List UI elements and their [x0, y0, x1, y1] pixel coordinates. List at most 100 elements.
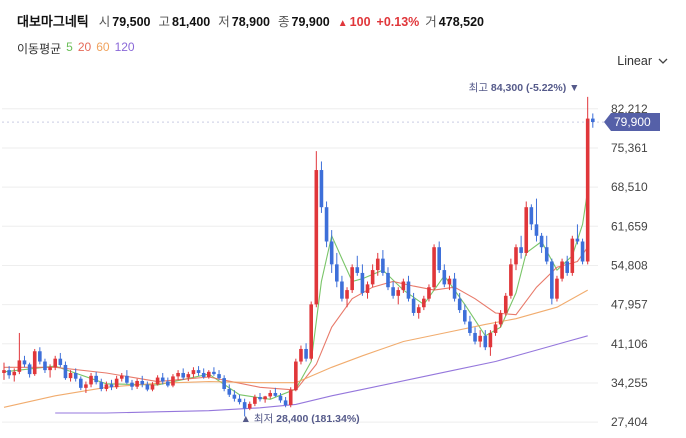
candle-body: [340, 281, 344, 299]
candle-body: [176, 372, 180, 377]
candle-body: [519, 247, 523, 253]
candle-body: [212, 371, 216, 375]
candle-body: [237, 398, 242, 403]
candle-body: [89, 375, 93, 385]
low-annotation: ▲ 최저 28,400 (181.34%): [241, 413, 360, 425]
candle-body: [314, 170, 319, 305]
candle-body: [345, 290, 349, 299]
candle-body: [114, 378, 119, 388]
candle-body: [109, 384, 114, 388]
candle-body: [79, 378, 83, 388]
candle-body: [150, 384, 155, 390]
current-price-tag: [604, 113, 660, 132]
candle-body: [273, 392, 278, 396]
candle-body: [309, 304, 313, 359]
candle-body: [509, 264, 513, 296]
candle-body: [463, 310, 467, 322]
candle-body: [591, 118, 595, 123]
candle-body: [196, 370, 201, 373]
y-tick-label: 75,361: [611, 141, 648, 155]
candle-body: [422, 298, 426, 308]
scale-dropdown[interactable]: Linear: [617, 54, 668, 68]
candle-body: [12, 371, 17, 376]
candle-body: [227, 388, 232, 395]
candle-body: [201, 372, 206, 377]
y-tick-label: 82,212: [611, 102, 648, 116]
candle-body: [253, 396, 257, 404]
candle-body: [68, 372, 73, 379]
candle-body: [406, 281, 411, 299]
candle-body: [171, 376, 175, 386]
candle-body: [27, 364, 32, 375]
candle-body: [38, 351, 42, 362]
candle-body: [63, 364, 68, 379]
candle-body: [145, 384, 150, 390]
candle-body: [386, 272, 390, 288]
candle-body: [299, 348, 303, 362]
candle-body: [401, 281, 406, 291]
high-value: 81,400: [172, 15, 211, 29]
candle-body: [529, 207, 534, 225]
candle-body: [544, 247, 549, 262]
open-value: 79,500: [112, 15, 151, 29]
candle-body: [7, 370, 11, 376]
open-label: 시: [98, 15, 111, 29]
low-label: 저: [218, 15, 230, 29]
candle-body: [503, 295, 508, 313]
candle-body: [181, 372, 185, 378]
candle-body: [247, 403, 252, 409]
candle-body: [478, 335, 482, 342]
candle-body: [2, 370, 6, 373]
change-percent: +0.13%: [376, 15, 420, 29]
close-label: 종: [278, 15, 290, 29]
candle-body: [391, 287, 395, 296]
candle-body: [207, 371, 211, 377]
candle-body: [278, 395, 283, 401]
candle-body: [575, 238, 580, 242]
candle-body: [370, 270, 375, 285]
candle-body: [258, 396, 262, 400]
candle-body: [288, 390, 293, 405]
ma-legend: 이동평균 5 20 60 120: [17, 40, 135, 57]
candle-body: [140, 380, 145, 385]
high-label: 고: [158, 15, 171, 29]
volume-value: 478,520: [438, 15, 484, 29]
candle-body: [483, 335, 488, 348]
candle-body: [304, 348, 308, 359]
candle-body: [514, 247, 518, 265]
candle-body: [283, 400, 288, 405]
candle-body: [381, 258, 385, 273]
ma-legend-5: 5: [66, 40, 73, 54]
candle-body: [452, 278, 457, 299]
candle-body: [130, 382, 134, 387]
candle-body: [375, 258, 380, 271]
change-value: 100: [349, 15, 371, 29]
candle-body: [135, 380, 139, 387]
candle-body: [524, 207, 529, 253]
candle-body: [585, 118, 590, 262]
candle-body: [319, 170, 324, 208]
ma-legend-20: 20: [77, 40, 92, 54]
candle-body: [473, 332, 477, 342]
candle-body: [32, 351, 37, 375]
candle-body: [166, 381, 170, 386]
ma-60-line: [3, 289, 588, 408]
ma-legend-label: 이동평균: [17, 42, 62, 56]
volume-label: 거: [425, 15, 437, 29]
ma-legend-60: 60: [96, 40, 110, 54]
candle-body: [104, 384, 109, 389]
candle-body: [53, 358, 57, 368]
candle-body: [125, 375, 129, 383]
candle-body: [457, 298, 462, 311]
scale-dropdown-value: Linear: [617, 54, 652, 68]
candle-body: [365, 284, 370, 293]
candle-body: [437, 247, 441, 271]
candle-body: [498, 312, 503, 325]
candle-body: [447, 278, 452, 285]
current-price-label: 79,900: [614, 115, 651, 129]
candle-body: [560, 261, 564, 279]
chevron-down-icon: [658, 54, 668, 68]
y-tick-label: 54,808: [611, 258, 648, 272]
y-tick-label: 61,659: [611, 219, 648, 233]
